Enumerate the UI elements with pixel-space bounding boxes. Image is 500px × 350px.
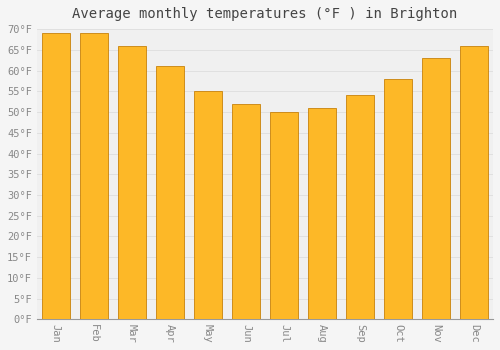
Bar bbox=[156, 66, 184, 320]
Bar bbox=[270, 112, 298, 320]
Bar bbox=[232, 104, 260, 320]
Bar bbox=[42, 33, 70, 320]
Bar bbox=[308, 108, 336, 320]
Bar bbox=[346, 96, 374, 320]
Title: Average monthly temperatures (°F ) in Brighton: Average monthly temperatures (°F ) in Br… bbox=[72, 7, 458, 21]
Bar bbox=[460, 46, 488, 320]
Bar bbox=[422, 58, 450, 320]
Bar bbox=[194, 91, 222, 320]
Bar bbox=[384, 79, 412, 320]
Bar bbox=[80, 33, 108, 320]
Bar bbox=[118, 46, 146, 320]
